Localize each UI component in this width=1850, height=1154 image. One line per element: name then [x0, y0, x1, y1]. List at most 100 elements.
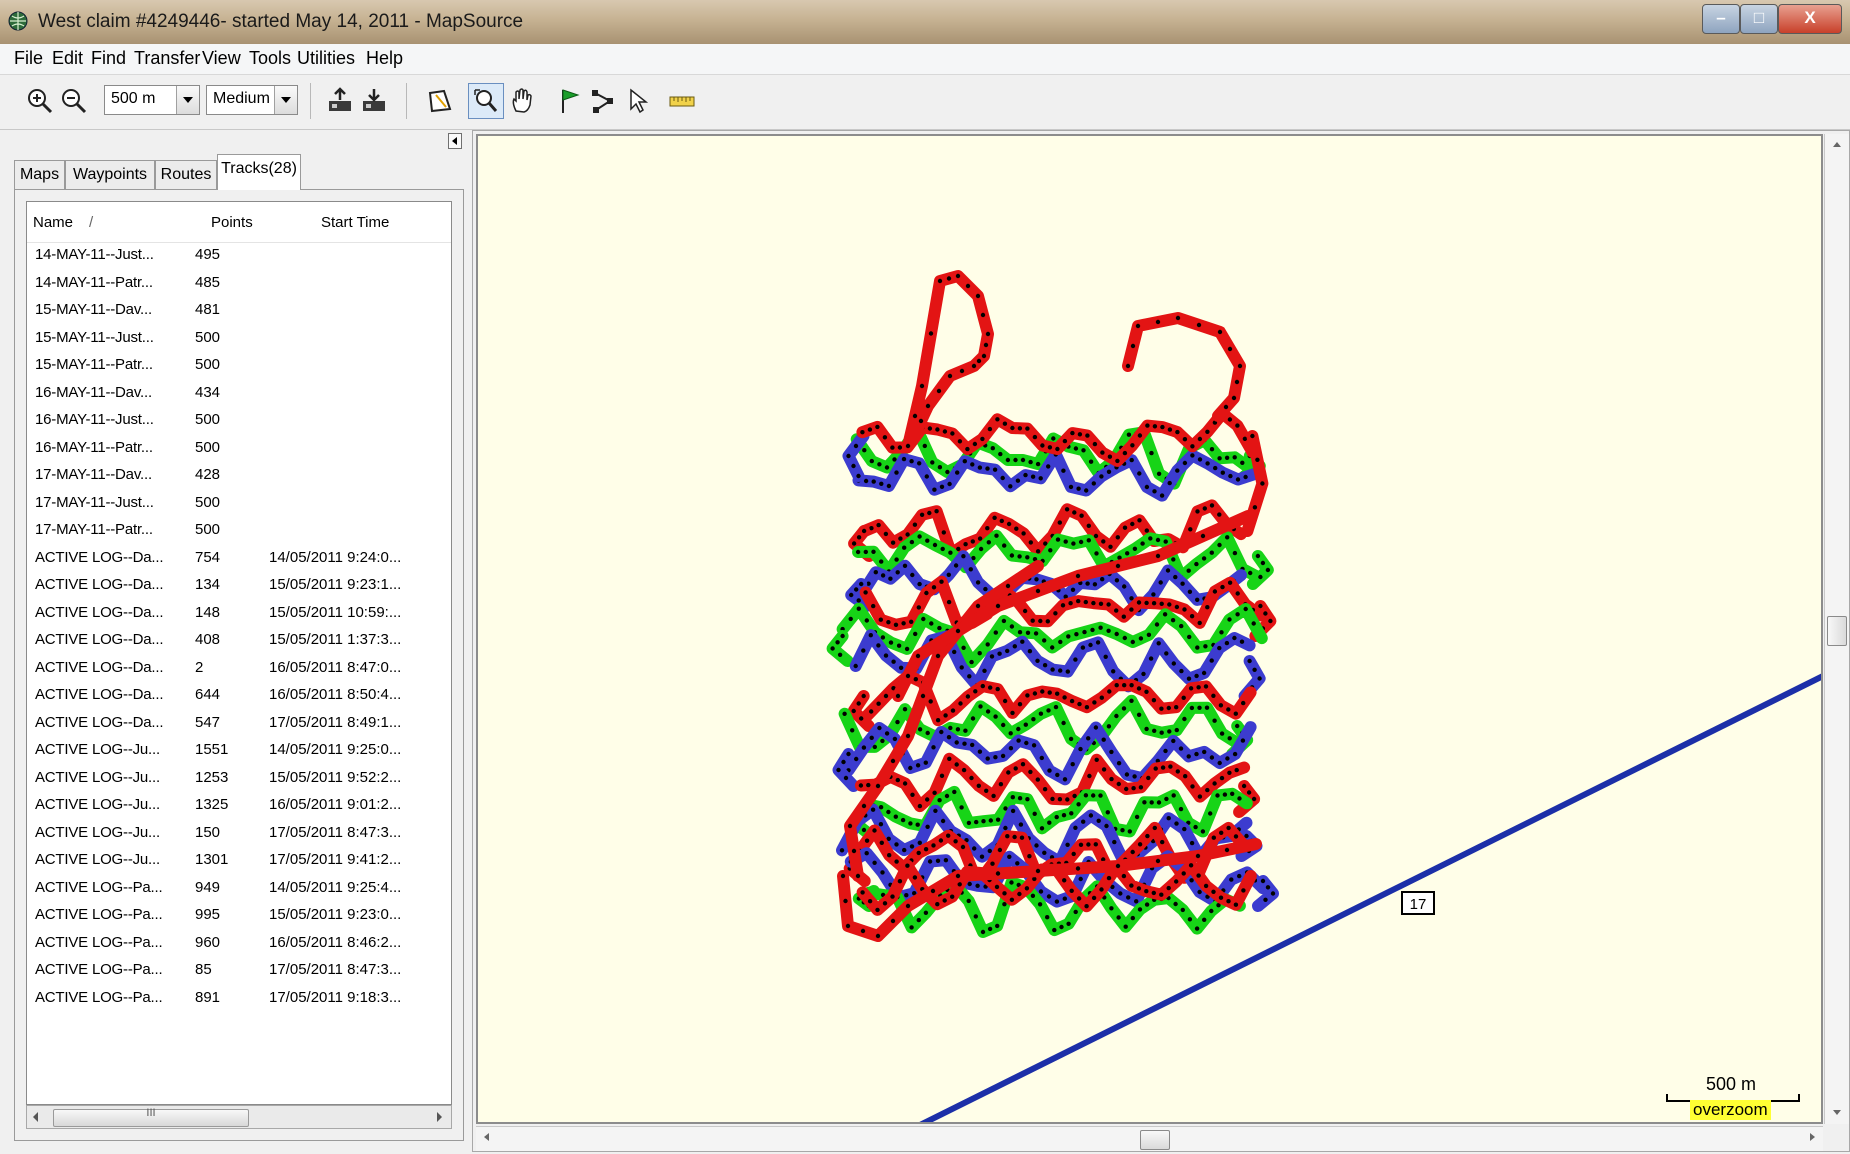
table-row[interactable]: ACTIVE LOG--Pa... 949 14/05/2011 9:25:4...: [27, 875, 451, 903]
close-button[interactable]: X: [1778, 4, 1842, 34]
scroll-left-icon[interactable]: [33, 1112, 38, 1122]
track-start-time: 15/05/2011 9:23:1...: [269, 576, 402, 593]
tab-routes[interactable]: Routes: [155, 160, 217, 190]
map-select-icon[interactable]: [426, 87, 454, 115]
tab-maps[interactable]: Maps: [14, 160, 65, 190]
tab-waypoints[interactable]: Waypoints: [65, 160, 155, 190]
track-points: [1250, 433, 1265, 510]
scroll-down-icon[interactable]: [1833, 1110, 1841, 1115]
table-row[interactable]: ACTIVE LOG--Da... 148 15/05/2011 10:59:...: [27, 600, 451, 628]
menu-view[interactable]: View: [202, 48, 241, 68]
table-row[interactable]: 17-MAY-11--Just... 500: [27, 490, 451, 518]
table-row[interactable]: 16-MAY-11--Just... 500: [27, 407, 451, 435]
scroll-right-icon[interactable]: [437, 1112, 442, 1122]
track-name: 16-MAY-11--Patr...: [35, 438, 153, 456]
track-name: 15-MAY-11--Patr...: [35, 356, 153, 373]
track-name: 14-MAY-11--Just...: [35, 246, 154, 263]
list-horizontal-scrollbar[interactable]: III: [26, 1105, 452, 1129]
menu-transfer[interactable]: Transfer: [134, 48, 201, 68]
scroll-right-icon[interactable]: [1810, 1133, 1815, 1141]
zoom-in-icon[interactable]: [26, 87, 54, 115]
track-name: 16-MAY-11--Just...: [35, 411, 154, 428]
hand-pan-icon[interactable]: [508, 87, 536, 115]
table-row[interactable]: 15-MAY-11--Patr... 500: [27, 352, 451, 380]
table-row[interactable]: ACTIVE LOG--Da... 754 14/05/2011 9:24:0...: [27, 545, 451, 573]
chevron-down-icon[interactable]: [176, 86, 199, 114]
scrollbar-thumb[interactable]: [1827, 616, 1847, 646]
receive-from-device-icon[interactable]: [326, 87, 354, 115]
scrollbar-thumb[interactable]: III: [53, 1107, 249, 1127]
table-row[interactable]: ACTIVE LOG--Pa... 85 17/05/2011 8:47:3...: [27, 957, 451, 985]
track-points: 1325: [195, 796, 229, 813]
menu-tools[interactable]: Tools: [249, 48, 292, 68]
column-start-time-header[interactable]: Start Time: [321, 214, 390, 231]
table-row[interactable]: 15-MAY-11--Dav... 481: [27, 297, 451, 325]
column-points-header[interactable]: Points: [211, 214, 253, 231]
waypoint-flag-icon[interactable]: [556, 87, 584, 115]
zoom-out-icon[interactable]: [60, 87, 88, 115]
track-line[interactable]: [852, 448, 1260, 502]
scrollbar-thumb[interactable]: [1140, 1130, 1170, 1150]
table-row[interactable]: ACTIVE LOG--Da... 547 17/05/2011 8:49:1...: [27, 710, 451, 738]
selection-arrow-icon[interactable]: [624, 87, 652, 115]
table-row[interactable]: ACTIVE LOG--Ju... 1325 16/05/2011 9:01:2..…: [27, 792, 451, 820]
menu-help[interactable]: Help: [366, 48, 404, 68]
chevron-down-icon[interactable]: [274, 86, 297, 114]
toolbar-divider: [406, 83, 407, 119]
table-row[interactable]: ACTIVE LOG--Ju... 1551 14/05/2011 9:25:0..…: [27, 737, 451, 765]
track-name: ACTIVE LOG--Da...: [35, 713, 164, 731]
table-row[interactable]: 17-MAY-11--Patr... 500: [27, 517, 451, 545]
track-points: 500: [195, 438, 221, 456]
table-row[interactable]: ACTIVE LOG--Da... 644 16/05/2011 8:50:4...: [27, 682, 451, 710]
track-name: 15-MAY-11--Just...: [35, 328, 154, 346]
maximize-button[interactable]: □: [1740, 4, 1778, 34]
table-row[interactable]: ACTIVE LOG--Da... 134 15/05/2011 9:23:1...: [27, 572, 451, 600]
track-line[interactable]: [826, 630, 854, 667]
map-vertical-scrollbar[interactable]: [1824, 134, 1849, 1124]
menu-find[interactable]: Find: [91, 48, 127, 68]
map-view[interactable]: 17: [476, 134, 1823, 1124]
detail-level-select[interactable]: Medium: [206, 85, 298, 115]
zoom-tool-button[interactable]: [468, 83, 504, 119]
track-start-time: 17/05/2011 9:18:3...: [269, 988, 402, 1006]
table-row[interactable]: 17-MAY-11--Dav... 428: [27, 462, 451, 490]
menu-edit[interactable]: Edit: [52, 48, 84, 68]
tab-tracks[interactable]: Tracks(28): [217, 154, 301, 190]
map-canvas[interactable]: 17: [478, 136, 1821, 1122]
table-row[interactable]: 14-MAY-11--Just... 495: [27, 242, 451, 270]
table-row[interactable]: ACTIVE LOG--Da... 2 16/05/2011 8:47:0...: [27, 655, 451, 683]
title-bar: West claim #4249446- started May 14, 201…: [0, 0, 1850, 44]
send-to-device-icon[interactable]: [360, 87, 388, 115]
track-start-time: 14/05/2011 9:25:4...: [269, 878, 402, 896]
table-row[interactable]: ACTIVE LOG--Pa... 995 15/05/2011 9:23:0...: [27, 902, 451, 930]
minimize-icon: –: [1716, 8, 1726, 27]
column-name-header[interactable]: Name: [33, 214, 74, 231]
table-row[interactable]: ACTIVE LOG--Pa... 960 16/05/2011 8:46:2...: [27, 930, 451, 958]
tracks-list[interactable]: Name / Points Start Time 14-MAY-11--Just…: [26, 201, 452, 1105]
distance-ruler-icon[interactable]: [668, 87, 696, 115]
gps-tracks[interactable]: [826, 270, 1279, 942]
map-horizontal-scrollbar[interactable]: [476, 1126, 1823, 1151]
table-row[interactable]: 16-MAY-11--Dav... 434: [27, 380, 451, 408]
table-row[interactable]: ACTIVE LOG--Ju... 150 17/05/2011 8:47:3...: [27, 820, 451, 848]
scroll-left-icon[interactable]: [484, 1133, 489, 1141]
table-row[interactable]: ACTIVE LOG--Da... 408 15/05/2011 1:37:3...: [27, 627, 451, 655]
table-row[interactable]: ACTIVE LOG--Ju... 1253 15/05/2011 9:52:2..…: [27, 765, 451, 793]
table-row[interactable]: 16-MAY-11--Patr... 500: [27, 435, 451, 463]
track-start-time: 16/05/2011 8:46:2...: [269, 933, 402, 951]
menu-file[interactable]: File: [14, 48, 44, 68]
table-row[interactable]: ACTIVE LOG--Ju... 1301 17/05/2011 9:41:2..…: [27, 847, 451, 875]
minimize-button[interactable]: –: [1702, 4, 1740, 34]
track-points: [860, 411, 1248, 464]
menu-utilities[interactable]: Utilities: [297, 48, 356, 68]
table-row[interactable]: ACTIVE LOG--Pa... 891 17/05/2011 9:18:3...: [27, 985, 451, 1013]
route-tool-icon[interactable]: [590, 87, 618, 115]
table-row[interactable]: 14-MAY-11--Patr... 485: [27, 270, 451, 298]
scroll-up-icon[interactable]: [1833, 142, 1841, 147]
track-start-time: 17/05/2011 9:41:2...: [269, 851, 402, 868]
track-points: [840, 847, 1230, 939]
zoom-scale-select[interactable]: 500 m: [104, 85, 200, 115]
track-line[interactable]: [1122, 312, 1246, 422]
panel-collapse-button[interactable]: [448, 133, 462, 149]
table-row[interactable]: 15-MAY-11--Just... 500: [27, 325, 451, 353]
